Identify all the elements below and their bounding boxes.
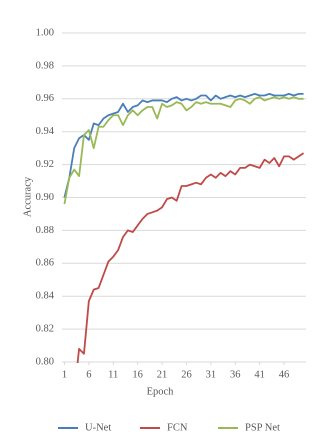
y-tick-label: 0.84 (36, 291, 55, 302)
x-tick-label: 11 (108, 369, 118, 380)
x-tick-label: 41 (254, 369, 265, 380)
series-line (76, 152, 305, 363)
y-tick-label: 0.82 (36, 324, 54, 335)
y-tick-label: 0.86 (36, 258, 54, 269)
series-line (63, 92, 304, 198)
y-tick-label: 0.88 (36, 225, 54, 236)
x-tick-label: 16 (132, 369, 143, 380)
legend-label: FCN (167, 422, 188, 433)
x-tick-label: 31 (206, 369, 217, 380)
y-tick-label: 0.94 (36, 126, 55, 137)
y-tick-label: 0.96 (36, 93, 54, 104)
legend-label: U-Net (85, 422, 111, 433)
x-tick-label: 46 (279, 369, 290, 380)
y-axis-title: Accuracy (22, 176, 33, 217)
legend-item: FCN (140, 422, 188, 433)
x-tick-label: 6 (86, 369, 91, 380)
y-tick-label: 0.80 (36, 356, 54, 367)
x-tick-label: 26 (181, 369, 192, 380)
x-tick-label: 1 (62, 369, 67, 380)
legend-item: U-Net (58, 422, 111, 433)
x-tick-label: 36 (230, 369, 241, 380)
y-tick-label: 0.90 (36, 192, 54, 203)
legend-item: PSP Net (218, 422, 280, 433)
plot-area (63, 92, 305, 363)
x-tick-label: 21 (157, 369, 168, 380)
x-axis-title: Epoch (147, 386, 175, 397)
legend-label: PSP Net (245, 422, 280, 433)
y-tick-label: 0.98 (36, 60, 54, 71)
series-line (63, 96, 304, 205)
y-tick-label: 0.92 (36, 159, 54, 170)
y-tick-label: 1.00 (36, 27, 54, 38)
